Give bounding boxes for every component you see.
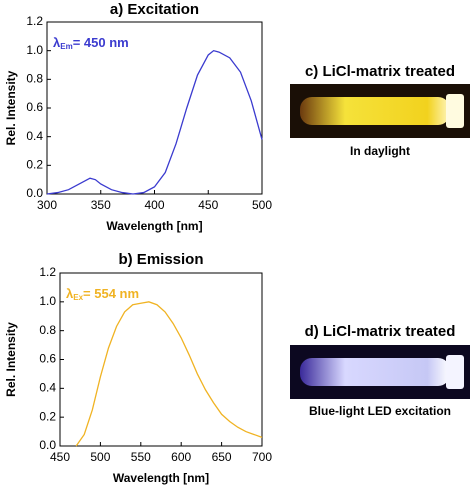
annotation-part: = 450 nm [73,35,129,50]
x-tick-label: 450 [198,198,218,212]
annotation-part: = 554 nm [83,286,139,301]
cap-stopper [446,94,464,128]
y-axis-label: Rel. Intensity [4,70,18,145]
panel-caption: Blue-light LED excitation [309,404,451,418]
panel-title: c) LiCl-matrix treated [305,63,455,80]
x-axis-label: Wavelength [nm] [113,471,209,485]
annotation-part: Em [60,42,72,51]
x-tick-label: 400 [144,198,164,212]
y-tick-label: 0.4 [39,381,56,395]
y-tick-label: 1.2 [26,14,43,28]
x-tick-label: 500 [90,450,110,464]
y-tick-label: 0.2 [39,409,56,423]
x-tick-label: 500 [252,198,272,212]
y-tick-label: 0.8 [26,72,43,86]
chart-title: a) Excitation [110,1,199,18]
tube [300,358,450,386]
x-tick-label: 700 [252,450,272,464]
data-line [46,49,263,195]
y-tick-label: 1.0 [39,294,56,308]
annotation-part: λ [53,35,61,50]
x-axis-label: Wavelength [nm] [106,219,202,233]
y-tick-label: 0.6 [39,352,56,366]
x-tick-label: 300 [37,198,57,212]
y-tick-label: 0.4 [26,129,43,143]
x-tick-label: 350 [91,198,111,212]
y-tick-label: 0.8 [39,323,56,337]
y-tick-label: 0.6 [26,100,43,114]
annotation: λEm= 450 nm [53,35,129,51]
annotation-part: λ [66,286,74,301]
cap-stopper [446,355,464,389]
x-tick-label: 650 [212,450,232,464]
data-line [75,301,263,447]
y-tick-label: 1.0 [26,43,43,57]
y-tick-label: 0.0 [39,438,56,452]
panel-title: d) LiCl-matrix treated [305,323,456,340]
tube [300,97,450,125]
annotation: λEx= 554 nm [66,286,139,302]
x-tick-label: 450 [50,450,70,464]
y-tick-label: 0.0 [26,186,43,200]
chart-title: b) Emission [118,251,203,268]
y-tick-label: 0.2 [26,158,43,172]
x-tick-label: 550 [131,450,151,464]
x-tick-label: 600 [171,450,191,464]
y-tick-label: 1.2 [39,265,56,279]
panel-caption: In daylight [350,144,410,158]
y-axis-label: Rel. Intensity [4,322,18,397]
annotation-part: Ex [73,293,83,302]
